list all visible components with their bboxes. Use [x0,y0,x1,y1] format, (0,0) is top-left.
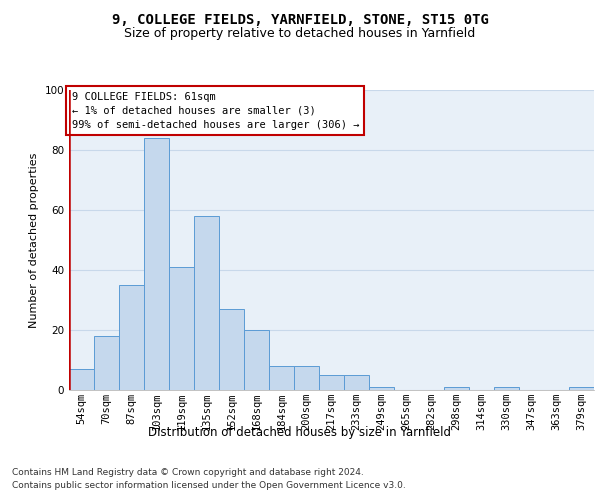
Bar [269,366,294,390]
Text: Contains HM Land Registry data © Crown copyright and database right 2024.: Contains HM Land Registry data © Crown c… [12,468,364,477]
Text: Size of property relative to detached houses in Yarnfield: Size of property relative to detached ho… [124,28,476,40]
Bar [94,336,119,390]
Bar [319,375,344,390]
Y-axis label: Number of detached properties: Number of detached properties [29,152,39,328]
Text: Distribution of detached houses by size in Yarnfield: Distribution of detached houses by size … [149,426,452,439]
Bar [494,387,519,390]
Bar [219,309,244,390]
Bar [294,366,319,390]
Bar [244,330,269,390]
Bar [369,387,394,390]
Bar [194,216,219,390]
Bar [144,138,169,390]
Text: Contains public sector information licensed under the Open Government Licence v3: Contains public sector information licen… [12,480,406,490]
Bar [169,267,194,390]
Bar [119,285,144,390]
Bar [69,369,94,390]
Text: 9 COLLEGE FIELDS: 61sqm
← 1% of detached houses are smaller (3)
99% of semi-deta: 9 COLLEGE FIELDS: 61sqm ← 1% of detached… [71,92,359,130]
Bar [569,387,594,390]
Bar [344,375,369,390]
Bar [444,387,469,390]
Text: 9, COLLEGE FIELDS, YARNFIELD, STONE, ST15 0TG: 9, COLLEGE FIELDS, YARNFIELD, STONE, ST1… [112,12,488,26]
